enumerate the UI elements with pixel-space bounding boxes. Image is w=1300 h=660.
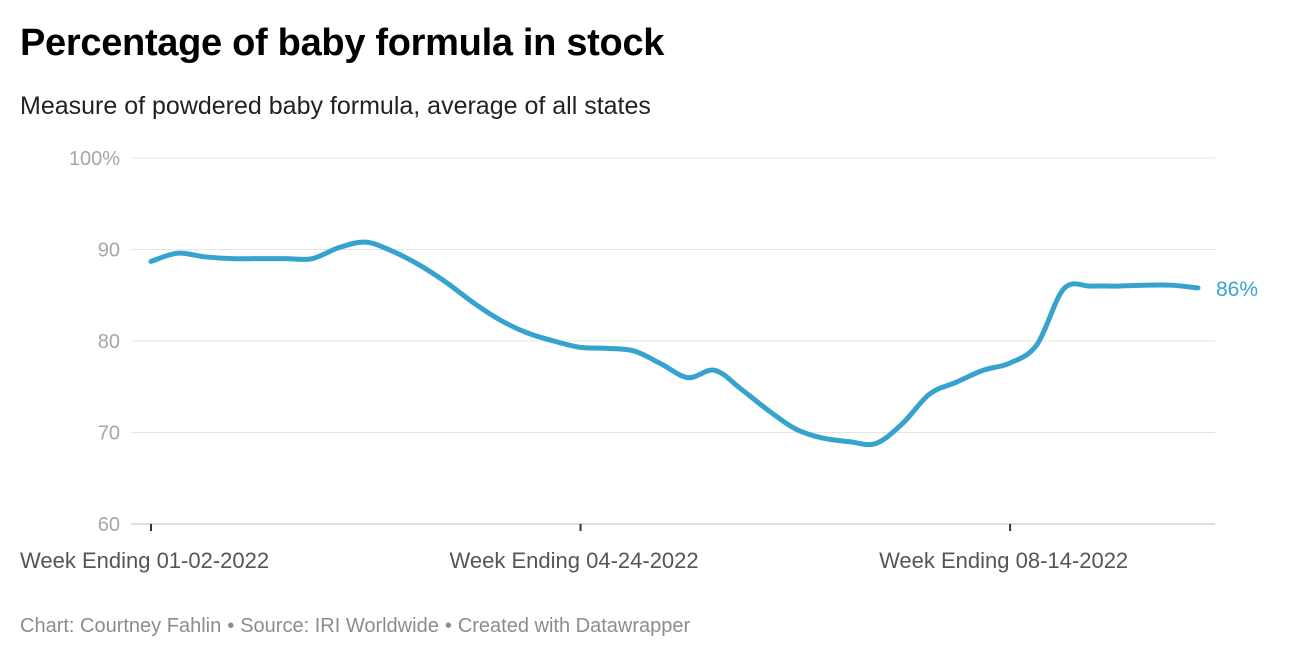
y-tick-label: 70: [98, 423, 120, 445]
data-point: [873, 441, 878, 446]
data-point: [283, 256, 288, 261]
x-tick-label: Week Ending 08-14-2022: [879, 548, 1128, 573]
data-point: [444, 280, 449, 285]
data-point: [1034, 342, 1039, 347]
data-point: [1169, 283, 1174, 288]
data-point: [954, 380, 959, 385]
data-point: [900, 421, 905, 426]
data-point: [847, 439, 852, 444]
x-axis: Week Ending 01-02-2022 Week Ending 04-24-…: [20, 524, 1128, 573]
data-point: [229, 256, 234, 261]
chart-subtitle: Measure of powdered baby formula, averag…: [20, 92, 651, 120]
data-point: [712, 368, 717, 373]
data-point: [685, 375, 690, 380]
y-tick-label: 100%: [69, 148, 120, 170]
data-point: [793, 426, 798, 431]
data-point: [175, 251, 180, 256]
data-point: [336, 245, 341, 250]
data-point: [498, 317, 503, 322]
source-credit: Source: IRI Worldwide: [240, 615, 439, 637]
x-tick-label: Week Ending 01-02-2022: [20, 548, 269, 573]
data-point: [471, 300, 476, 305]
data-point: [310, 256, 315, 261]
data-point: [659, 361, 664, 366]
data-point: [605, 346, 610, 351]
chart-credit: Chart: Courtney Fahlin: [20, 615, 222, 637]
data-point: [256, 256, 261, 261]
data-point: [820, 435, 825, 440]
y-tick-label: 80: [98, 331, 120, 353]
x-tick-label: Week Ending 04-24-2022: [450, 548, 699, 573]
data-point: [1008, 360, 1013, 365]
series-group: 86%: [148, 239, 1258, 448]
chart-title: Percentage of baby formula in stock: [20, 22, 665, 64]
data-point: [149, 259, 154, 264]
footer-separator: •: [444, 615, 452, 637]
y-tick-label: 60: [98, 514, 120, 536]
data-point: [632, 349, 637, 354]
data-point: [1115, 284, 1120, 289]
data-point: [1142, 283, 1147, 288]
data-point: [202, 254, 207, 259]
data-point: [578, 345, 583, 350]
data-point: [363, 240, 368, 245]
y-tick-label: 90: [98, 240, 120, 262]
data-point: [417, 263, 422, 268]
created-with-credit: Created with Datawrapper: [457, 615, 691, 637]
data-point: [1061, 286, 1066, 291]
data-point: [739, 387, 744, 392]
footer-separator: •: [227, 615, 235, 637]
data-point: [1196, 285, 1201, 290]
series-end-label: 86%: [1216, 278, 1258, 301]
series-line: [148, 239, 1201, 448]
data-point: [390, 249, 395, 254]
data-point: [766, 408, 771, 413]
data-point: [551, 339, 556, 344]
y-axis-labels: 60 70 80 90 100%: [69, 148, 120, 536]
data-point: [524, 330, 529, 335]
gridlines: [131, 157, 1215, 525]
data-point: [1088, 284, 1093, 289]
data-point: [927, 392, 932, 397]
data-point: [981, 368, 986, 373]
chart-footer: Chart: Courtney Fahlin • Source: IRI World…: [20, 615, 690, 638]
